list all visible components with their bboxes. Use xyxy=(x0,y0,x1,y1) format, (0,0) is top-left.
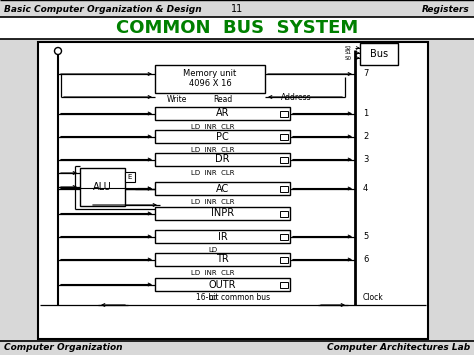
Bar xyxy=(155,207,290,220)
Text: INPR: INPR xyxy=(211,208,234,218)
Text: Registers: Registers xyxy=(422,5,470,13)
Bar xyxy=(0,17,474,39)
Text: Read: Read xyxy=(213,95,233,104)
Bar xyxy=(280,211,288,217)
Bar xyxy=(155,130,290,143)
Bar xyxy=(155,278,290,291)
Text: LD  INR  CLR: LD INR CLR xyxy=(191,199,234,205)
Text: 3: 3 xyxy=(363,155,368,164)
Bar xyxy=(0,0,474,18)
Text: LD: LD xyxy=(208,295,217,301)
Bar xyxy=(280,157,288,163)
Text: 5: 5 xyxy=(363,232,368,241)
Text: LD  INR  CLR: LD INR CLR xyxy=(191,147,234,153)
Text: Bus: Bus xyxy=(370,49,388,59)
Text: Memory unit: Memory unit xyxy=(183,70,237,78)
Bar xyxy=(155,153,290,166)
Text: TR: TR xyxy=(216,255,229,264)
Bar xyxy=(38,42,428,339)
Text: Write: Write xyxy=(167,95,187,104)
Text: Computer Organization: Computer Organization xyxy=(4,344,122,353)
Text: Computer Architectures Lab: Computer Architectures Lab xyxy=(327,344,470,353)
Text: 2: 2 xyxy=(363,132,368,141)
Text: 16-bit common bus: 16-bit common bus xyxy=(196,294,270,302)
Bar xyxy=(280,110,288,116)
Text: 4: 4 xyxy=(363,184,368,193)
Bar xyxy=(280,186,288,191)
Text: 7: 7 xyxy=(363,70,368,78)
Text: S0: S0 xyxy=(345,55,352,60)
Bar xyxy=(155,107,290,120)
Circle shape xyxy=(55,48,62,55)
Bar xyxy=(280,257,288,262)
Bar xyxy=(155,65,265,93)
Text: LD  INR  CLR: LD INR CLR xyxy=(191,124,234,130)
Text: Clock: Clock xyxy=(363,294,384,302)
Text: 11: 11 xyxy=(231,4,243,14)
Text: DR: DR xyxy=(215,154,230,164)
Text: AC: AC xyxy=(216,184,229,193)
Bar xyxy=(280,133,288,140)
Text: S2: S2 xyxy=(345,45,352,50)
Text: COMMON  BUS  SYSTEM: COMMON BUS SYSTEM xyxy=(116,19,358,37)
Text: AR: AR xyxy=(216,109,229,119)
Text: ALU: ALU xyxy=(93,182,112,192)
Bar xyxy=(0,341,474,355)
Text: PC: PC xyxy=(216,131,229,142)
Text: LD  INR  CLR: LD INR CLR xyxy=(191,170,234,176)
Bar xyxy=(280,282,288,288)
Text: LD: LD xyxy=(208,247,217,253)
Bar xyxy=(155,230,290,243)
Bar xyxy=(125,172,135,182)
Text: 4096 X 16: 4096 X 16 xyxy=(189,80,231,88)
Bar xyxy=(80,168,125,206)
Text: Address: Address xyxy=(281,93,311,102)
Bar xyxy=(155,182,290,195)
Text: LD  INR  CLR: LD INR CLR xyxy=(191,270,234,276)
Bar xyxy=(360,43,398,65)
Bar xyxy=(280,234,288,240)
Text: 6: 6 xyxy=(363,255,368,264)
Text: IR: IR xyxy=(218,231,228,241)
Text: Basic Computer Organization & Design: Basic Computer Organization & Design xyxy=(4,5,201,13)
Bar xyxy=(155,253,290,266)
Text: OUTR: OUTR xyxy=(209,279,236,289)
Text: S1: S1 xyxy=(345,50,352,55)
Text: E: E xyxy=(128,174,132,180)
Text: 1: 1 xyxy=(363,109,368,118)
